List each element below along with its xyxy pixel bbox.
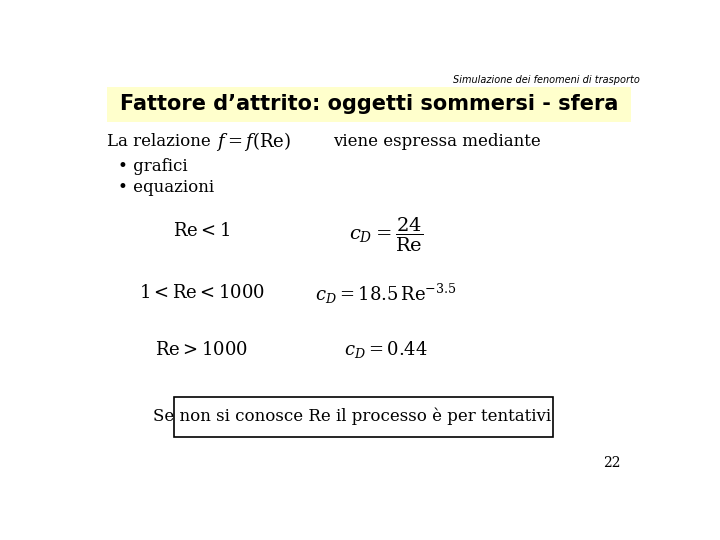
Text: $\mathrm{Re} > 1000$: $\mathrm{Re} > 1000$ [156, 341, 248, 359]
Text: $c_D = 0.44$: $c_D = 0.44$ [344, 339, 428, 360]
Text: $c_D = \dfrac{24}{\mathrm{Re}}$: $c_D = \dfrac{24}{\mathrm{Re}}$ [348, 216, 423, 254]
Text: La relazione: La relazione [107, 133, 210, 150]
Text: $1 < \mathrm{Re} < 1000$: $1 < \mathrm{Re} < 1000$ [138, 285, 265, 302]
Text: Simulazione dei fenomeni di trasporto: Simulazione dei fenomeni di trasporto [453, 75, 639, 85]
FancyBboxPatch shape [174, 397, 553, 437]
Text: 22: 22 [603, 456, 620, 470]
Text: • equazioni: • equazioni [118, 179, 214, 196]
Text: $c_D = 18.5\,\mathrm{Re}^{-3.5}$: $c_D = 18.5\,\mathrm{Re}^{-3.5}$ [315, 281, 456, 306]
FancyBboxPatch shape [107, 87, 631, 122]
Text: $\mathrm{Re} < 1$: $\mathrm{Re} < 1$ [173, 222, 230, 240]
Text: $f = f\left(\mathrm{Re}\right)$: $f = f\left(\mathrm{Re}\right)$ [215, 130, 291, 153]
Text: viene espressa mediante: viene espressa mediante [333, 133, 541, 150]
Text: Fattore d’attrito: oggetti sommersi - sfera: Fattore d’attrito: oggetti sommersi - sf… [120, 94, 618, 114]
Text: Se non si conosce Re il processo è per tentativi: Se non si conosce Re il processo è per t… [153, 407, 552, 425]
Text: • grafici: • grafici [118, 158, 187, 175]
